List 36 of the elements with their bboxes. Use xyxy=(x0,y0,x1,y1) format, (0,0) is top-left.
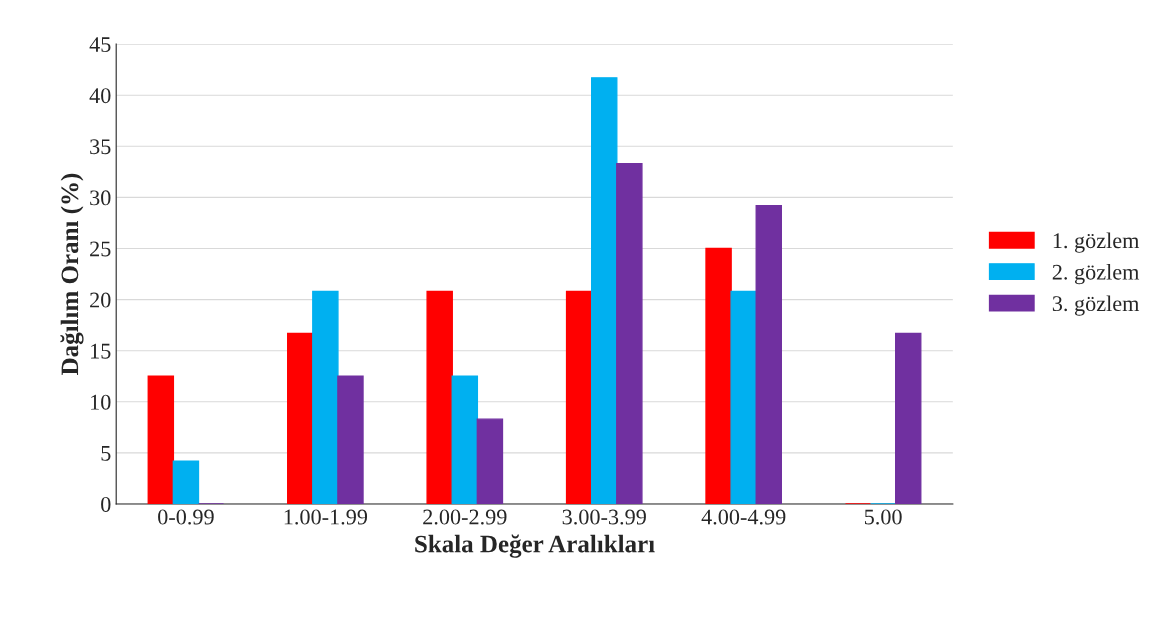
y-tick-label: 45 xyxy=(89,37,111,53)
bar xyxy=(590,77,618,504)
bar xyxy=(312,290,339,504)
y-tick-label: 40 xyxy=(89,88,111,104)
legend-label: 3. gözlem xyxy=(1052,295,1140,316)
y-tick-label: 30 xyxy=(90,190,111,206)
bar xyxy=(755,204,783,504)
bar xyxy=(172,460,200,504)
x-tick-label: 1.00-1.99 xyxy=(284,509,368,525)
x-axis-title: Skala Değer Aralıkları xyxy=(415,534,655,558)
bar xyxy=(426,290,453,504)
bar xyxy=(476,418,504,504)
legend-label: 2. gözlem xyxy=(1052,264,1140,285)
x-tick-label: 2.00-2.99 xyxy=(423,509,507,525)
x-tick-label: 3.00-3.99 xyxy=(562,509,646,525)
y-tick-label: 0 xyxy=(101,496,111,512)
y-axis-title: Dağılım Oranı (%) xyxy=(60,173,84,375)
x-tick-label: 0-0.99 xyxy=(158,509,214,525)
bar xyxy=(287,332,314,504)
x-tick-label: 4.00-4.99 xyxy=(701,509,786,525)
y-tick-label: 10 xyxy=(91,394,111,410)
legend-label: 1. gözlem xyxy=(1053,232,1140,253)
bar xyxy=(894,332,922,504)
y-tick-label: 20 xyxy=(90,292,111,308)
bar xyxy=(337,375,364,504)
y-tick-label: 5 xyxy=(101,446,111,461)
x-tick-label: 5.00 xyxy=(864,509,902,525)
bar xyxy=(616,162,643,504)
bar xyxy=(565,290,593,504)
y-tick-label: 25 xyxy=(90,241,111,257)
bar xyxy=(451,375,479,504)
bar xyxy=(730,290,757,504)
bar xyxy=(147,375,175,504)
y-tick-label: 35 xyxy=(90,139,111,155)
bar xyxy=(705,247,732,504)
y-tick-label: 15 xyxy=(91,343,111,359)
